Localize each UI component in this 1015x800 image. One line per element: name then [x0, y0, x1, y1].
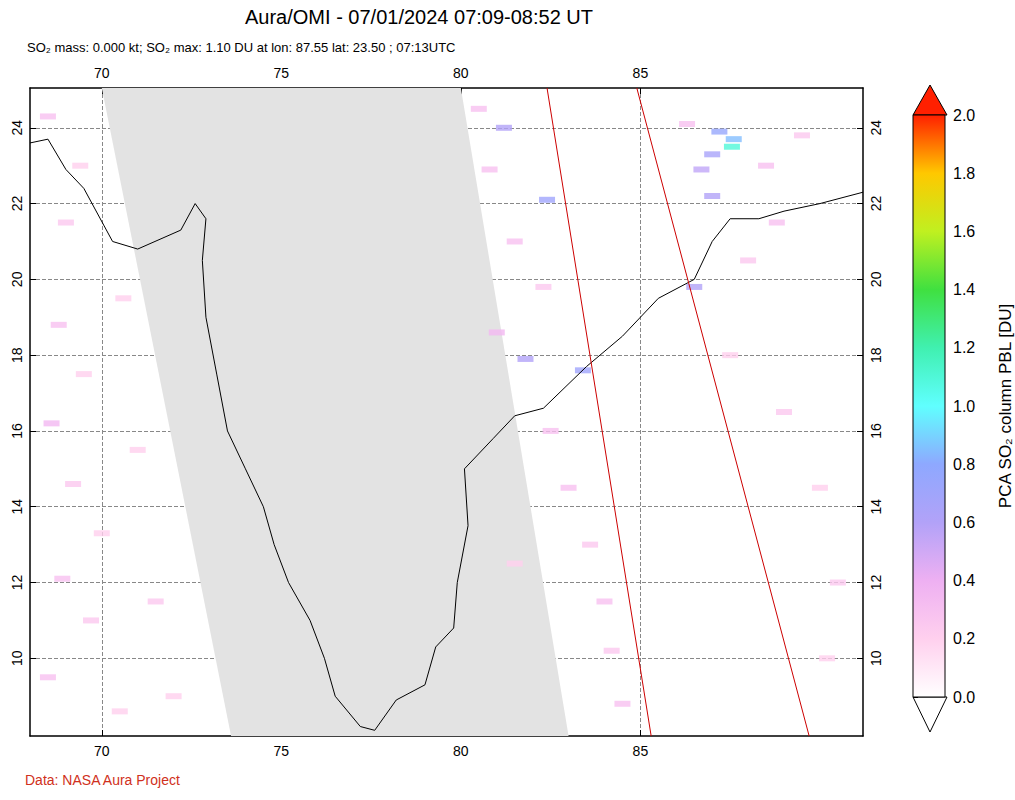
svg-text:PCA SO₂ column PBL [DU]: PCA SO₂ column PBL [DU]: [996, 304, 1015, 508]
svg-text:18: 18: [9, 347, 25, 363]
svg-text:80: 80: [453, 65, 469, 81]
svg-text:16: 16: [868, 423, 884, 439]
svg-text:20: 20: [868, 271, 884, 287]
svg-text:14: 14: [868, 499, 884, 515]
svg-text:1.4: 1.4: [953, 281, 975, 298]
svg-text:80: 80: [453, 743, 469, 759]
svg-text:2.0: 2.0: [953, 107, 975, 124]
svg-text:75: 75: [274, 65, 290, 81]
svg-text:16: 16: [9, 423, 25, 439]
svg-text:1.6: 1.6: [953, 223, 975, 240]
svg-text:22: 22: [868, 196, 884, 212]
svg-text:10: 10: [868, 650, 884, 666]
svg-text:0.4: 0.4: [953, 572, 975, 589]
svg-text:1.2: 1.2: [953, 339, 975, 356]
svg-text:70: 70: [94, 65, 110, 81]
svg-text:24: 24: [9, 120, 25, 136]
svg-text:Aura/OMI - 07/01/2024 07:09-08: Aura/OMI - 07/01/2024 07:09-08:52 UT: [245, 6, 593, 28]
svg-text:10: 10: [9, 650, 25, 666]
svg-text:75: 75: [274, 743, 290, 759]
svg-text:20: 20: [9, 271, 25, 287]
svg-text:85: 85: [633, 65, 649, 81]
svg-text:1.0: 1.0: [953, 398, 975, 415]
svg-text:0.6: 0.6: [953, 514, 975, 531]
svg-text:0.2: 0.2: [953, 630, 975, 647]
svg-text:24: 24: [868, 120, 884, 136]
svg-text:SO₂ mass: 0.000 kt; SO₂ max: 1: SO₂ mass: 0.000 kt; SO₂ max: 1.10 DU at …: [27, 40, 455, 55]
svg-text:12: 12: [868, 575, 884, 591]
svg-text:0.0: 0.0: [953, 689, 975, 706]
svg-text:14: 14: [9, 499, 25, 515]
svg-text:1.8: 1.8: [953, 165, 975, 182]
svg-text:Data: NASA Aura Project: Data: NASA Aura Project: [25, 772, 180, 788]
svg-text:12: 12: [9, 575, 25, 591]
svg-text:18: 18: [868, 347, 884, 363]
svg-text:70: 70: [94, 743, 110, 759]
svg-text:0.8: 0.8: [953, 456, 975, 473]
svg-text:85: 85: [633, 743, 649, 759]
svg-text:22: 22: [9, 196, 25, 212]
